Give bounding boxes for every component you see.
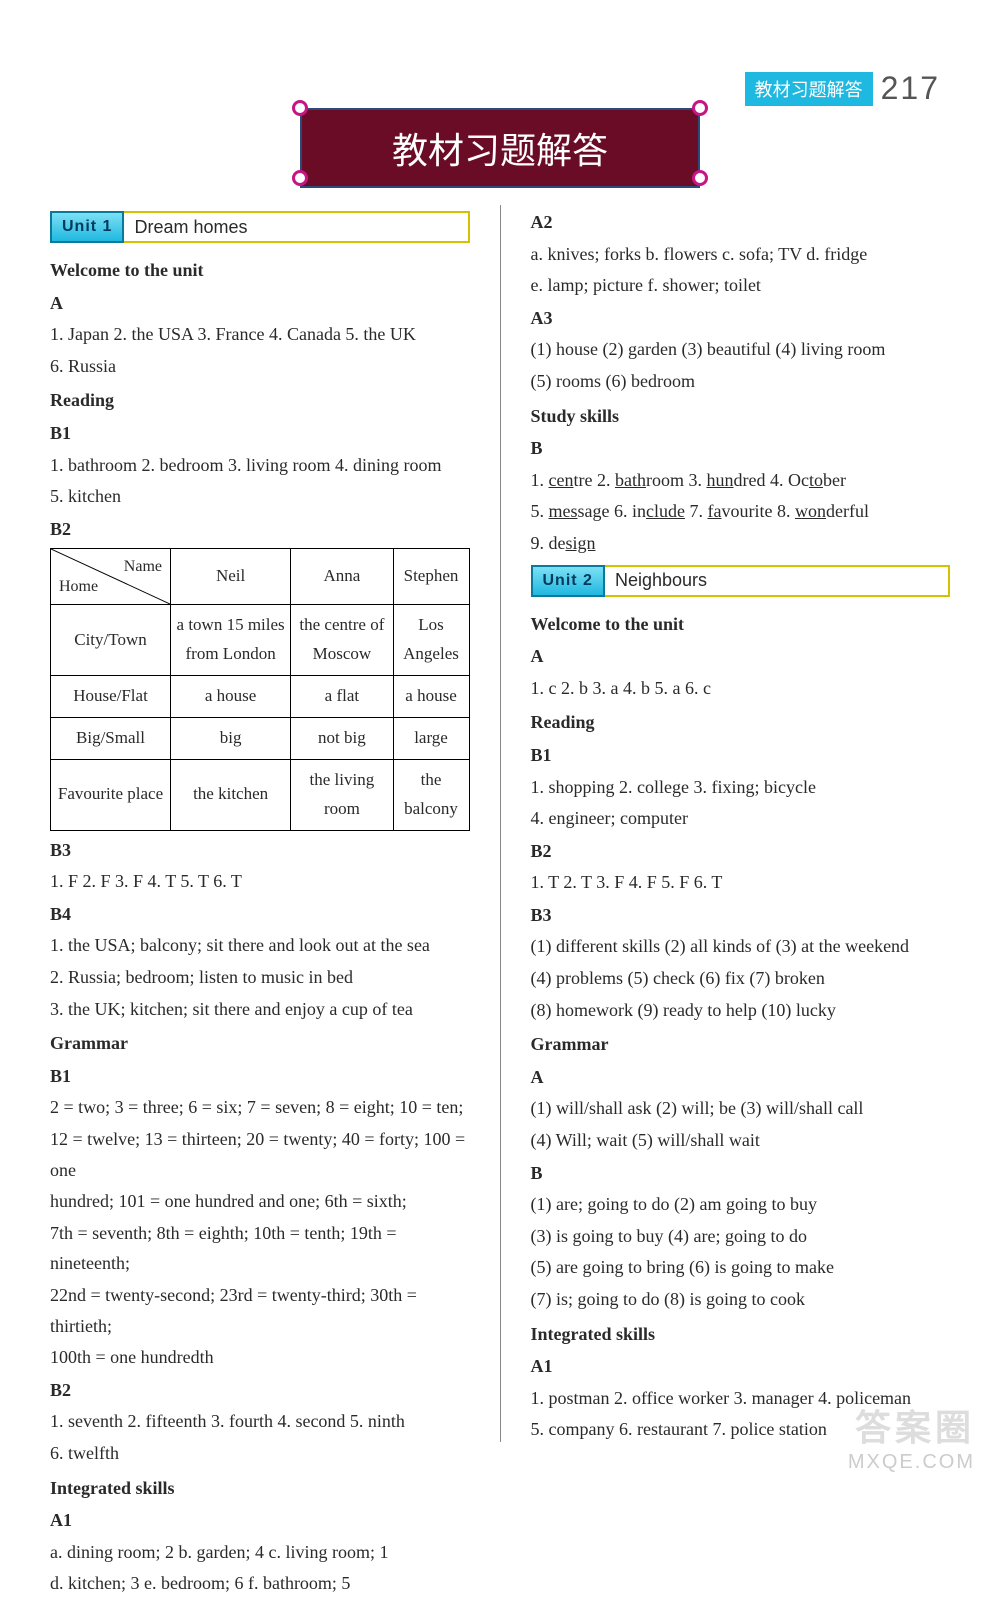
u1-b4-2: 2. Russia; bedroom; listen to music in b…: [50, 962, 470, 993]
main-title: 教材习题解答: [300, 108, 700, 188]
u2-g-b-4: (7) is; going to do (8) is going to cook: [531, 1284, 951, 1315]
u2-g-B: B: [531, 1158, 951, 1189]
u1-g-b2-1: 1. seventh 2. fifteenth 3. fourth 4. sec…: [50, 1406, 470, 1437]
watermark-bot: MXQE.COM: [848, 1451, 975, 1474]
page-number: 217: [881, 70, 940, 107]
table-row: Name Home Neil Anna Stephen: [51, 549, 470, 605]
th-anna: Anna: [291, 549, 393, 605]
u1-g-B1: B1: [50, 1061, 470, 1092]
u1r-a2-1: a. knives; forks b. flowers c. sofa; TV …: [531, 239, 951, 270]
header-badge: 教材习题解答: [745, 72, 873, 106]
u1-grammar-head: Grammar: [50, 1028, 470, 1059]
u1-b4-1: 1. the USA; balcony; sit there and look …: [50, 930, 470, 961]
unit2-badge: Unit 2: [531, 565, 605, 597]
u1r-a3-1: (1) house (2) garden (3) beautiful (4) l…: [531, 334, 951, 365]
u1-welcome-A: A: [50, 288, 470, 319]
unit1-badge: Unit 1: [50, 211, 124, 243]
u2-B2: B2: [531, 836, 951, 867]
u1-reading-B2: B2: [50, 514, 470, 545]
u1r-A2: A2: [531, 207, 951, 238]
u1-int-a1-1: a. dining room; 2 b. garden; 4 c. living…: [50, 1537, 470, 1568]
u1-table: Name Home Neil Anna Stephen City/Towna t…: [50, 548, 470, 830]
u2-g-a-2: (4) Will; wait (5) will/shall wait: [531, 1125, 951, 1156]
u1-welcome-a-text: 1. Japan 2. the USA 3. France 4. Canada …: [50, 319, 470, 350]
unit1-title: Dream homes: [124, 211, 469, 243]
u2-g-b-1: (1) are; going to do (2) am going to buy: [531, 1189, 951, 1220]
u1r-a2-2: e. lamp; picture f. shower; toilet: [531, 270, 951, 301]
u2-b2: 1. T 2. T 3. F 4. F 5. F 6. T: [531, 867, 951, 898]
u1-B3: B3: [50, 835, 470, 866]
table-row: Favourite placethe kitchenthe living roo…: [51, 759, 470, 830]
u2-B1: B1: [531, 740, 951, 771]
u2-welcome-A: A: [531, 641, 951, 672]
u1-b3-text: 1. F 2. F 3. F 4. T 5. T 6. T: [50, 866, 470, 897]
u1-welcome-a-text2: 6. Russia: [50, 351, 470, 382]
u1-g-b1-4: 7th = seventh; 8th = eighth; 10th = tent…: [50, 1218, 470, 1279]
u2-b3-2: (4) problems (5) check (6) fix (7) broke…: [531, 963, 951, 994]
u1-b1-text: 1. bathroom 2. bedroom 3. living room 4.…: [50, 450, 470, 481]
u1r-study-head: Study skills: [531, 401, 951, 432]
u1-g-b1-3: hundred; 101 = one hundred and one; 6th …: [50, 1186, 470, 1217]
unit2-header: Unit 2 Neighbours: [531, 565, 951, 597]
table-row: Big/Smallbignot biglarge: [51, 718, 470, 760]
u2-grammar-head: Grammar: [531, 1029, 951, 1060]
u2-welcome-head: Welcome to the unit: [531, 609, 951, 640]
u2-g-a-1: (1) will/shall ask (2) will; be (3) will…: [531, 1093, 951, 1124]
study-line2: 5. message 6. include 7. favourite 8. wo…: [531, 496, 951, 527]
u1-b4-3: 3. the UK; kitchen; sit there and enjoy …: [50, 994, 470, 1025]
u2-g-b-3: (5) are going to bring (6) is going to m…: [531, 1252, 951, 1283]
u2-b1-2: 4. engineer; computer: [531, 803, 951, 834]
u1-reading-head: Reading: [50, 385, 470, 416]
u1-g-B2: B2: [50, 1375, 470, 1406]
u1-b1-text2: 5. kitchen: [50, 481, 470, 512]
u2-b3-1: (1) different skills (2) all kinds of (3…: [531, 931, 951, 962]
u1-int-head: Integrated skills: [50, 1473, 470, 1504]
watermark: 答案圈 MXQE.COM: [848, 1399, 975, 1474]
u1r-a3-2: (5) rooms (6) bedroom: [531, 366, 951, 397]
u2-int-A1: A1: [531, 1351, 951, 1382]
u2-reading-head: Reading: [531, 707, 951, 738]
u1-welcome-head: Welcome to the unit: [50, 255, 470, 286]
u1-g-b1-2: 12 = twelve; 13 = thirteen; 20 = twenty;…: [50, 1124, 470, 1185]
right-column: A2 a. knives; forks b. flowers c. sofa; …: [531, 205, 951, 1442]
u1r-study-B: B: [531, 433, 951, 464]
main-title-wrap: 教材习题解答: [300, 108, 700, 178]
u2-B3: B3: [531, 900, 951, 931]
content-columns: Unit 1 Dream homes Welcome to the unit A…: [50, 205, 950, 1442]
u1-g-b2-2: 6. twelfth: [50, 1438, 470, 1469]
u1-int-a1-2: d. kitchen; 3 e. bedroom; 6 f. bathroom;…: [50, 1568, 470, 1599]
u2-g-b-2: (3) is going to buy (4) are; going to do: [531, 1221, 951, 1252]
watermark-top: 答案圈: [848, 1399, 975, 1451]
study-line3: 9. design: [531, 528, 951, 559]
u2-b3-3: (8) homework (9) ready to help (10) luck…: [531, 995, 951, 1026]
page-header: 教材习题解答 217: [745, 70, 940, 107]
unit1-header: Unit 1 Dream homes: [50, 211, 470, 243]
th-stephen: Stephen: [393, 549, 469, 605]
u1-g-b1-5: 22nd = twenty-second; 23rd = twenty-thir…: [50, 1280, 470, 1341]
table-row: House/Flata housea flata house: [51, 676, 470, 718]
diag-cell: Name Home: [51, 549, 171, 605]
u1-reading-B1: B1: [50, 418, 470, 449]
left-column: Unit 1 Dream homes Welcome to the unit A…: [50, 205, 470, 1442]
study-line1: 1. centre 2. bathroom 3. hundred 4. Octo…: [531, 465, 951, 496]
u2-int-head: Integrated skills: [531, 1319, 951, 1350]
u1-int-A1: A1: [50, 1505, 470, 1536]
u1r-A3: A3: [531, 303, 951, 334]
u2-g-A: A: [531, 1062, 951, 1093]
u2-welcome-a-text: 1. c 2. b 3. a 4. b 5. a 6. c: [531, 673, 951, 704]
u2-b1-1: 1. shopping 2. college 3. fixing; bicycl…: [531, 772, 951, 803]
th-neil: Neil: [171, 549, 291, 605]
u1-g-b1-1: 2 = two; 3 = three; 6 = six; 7 = seven; …: [50, 1092, 470, 1123]
unit2-title: Neighbours: [605, 565, 950, 597]
table-row: City/Towna town 15 miles from Londonthe …: [51, 605, 470, 676]
u1-g-b1-6: 100th = one hundredth: [50, 1342, 470, 1373]
u1-B4: B4: [50, 899, 470, 930]
column-divider: [500, 205, 501, 1442]
